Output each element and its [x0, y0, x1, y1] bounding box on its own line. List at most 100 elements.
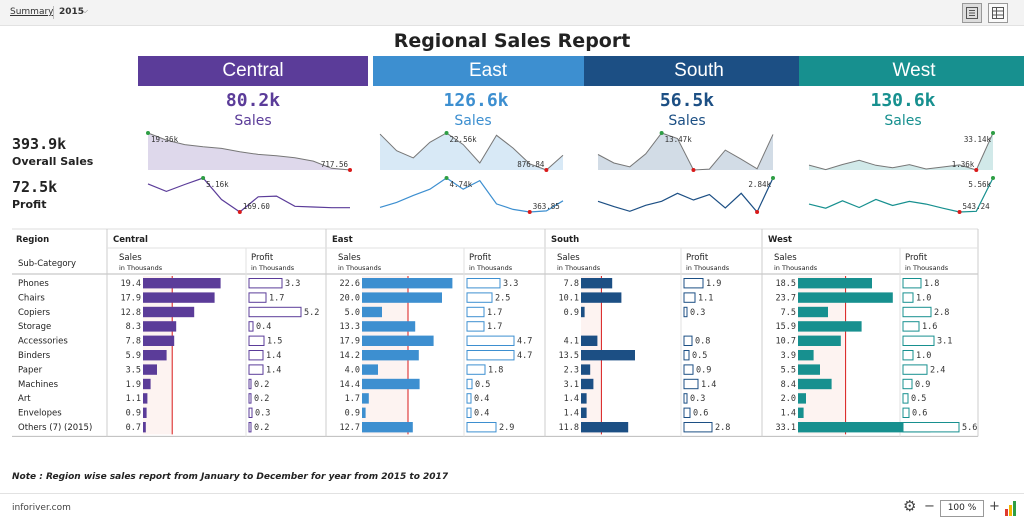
profit-bar [248, 292, 267, 303]
sales-bar [798, 407, 804, 418]
profit-value: 0.4 [474, 394, 489, 404]
sales-bar [143, 407, 147, 418]
sales-unit: in Thousands [338, 264, 382, 272]
sales-header: Sales [338, 253, 361, 263]
profit-bar [466, 364, 486, 375]
south-sales-total: 56.5k [659, 90, 715, 111]
profit-bar [248, 335, 265, 346]
zoom-out-button[interactable]: − [924, 499, 935, 514]
profit-value: 0.8 [695, 337, 710, 347]
table-region-east: East [332, 235, 353, 245]
sales-spark-east-area [380, 133, 563, 170]
sales-bar [362, 422, 413, 433]
zoom-in-button[interactable]: + [989, 499, 1000, 514]
sales-bar [143, 350, 167, 361]
document-icon [966, 7, 978, 19]
table-view-button[interactable] [988, 3, 1008, 23]
summary-link[interactable]: Summary [10, 7, 54, 17]
profit-value: 1.7 [269, 293, 284, 303]
central-sales-total: 80.2k [225, 90, 281, 111]
south-sales-label: Sales [668, 113, 706, 129]
sales-value: 13.5 [559, 351, 579, 361]
sales-bar [798, 350, 814, 361]
table-region-south: South [551, 235, 579, 245]
subcategory-label: Art [18, 394, 31, 404]
west-sales-label: Sales [884, 113, 922, 129]
sales-bar [143, 422, 146, 433]
sales-value: 13.3 [340, 322, 360, 332]
profit-bar [466, 407, 472, 419]
profit-spark-central-min-label: 169.60 [243, 202, 271, 211]
profit-value: 1.8 [924, 279, 939, 289]
sales-value: 7.8 [564, 279, 579, 289]
profit-bar [248, 378, 252, 390]
sales-bar [362, 278, 453, 289]
bar-chart-icon[interactable] [1005, 500, 1019, 516]
chevron-down-icon[interactable]: ⌵ [82, 6, 89, 15]
year-selector[interactable]: 2015 [59, 7, 85, 17]
profit-bar [902, 378, 913, 390]
overall-sales-label: Overall Sales [12, 155, 94, 168]
brand-text: inforiver.com [12, 503, 71, 513]
sales-bar [798, 278, 872, 289]
region-header-west: West [799, 56, 1024, 86]
profit-value: 4.7 [517, 337, 532, 347]
profit-bar [683, 350, 690, 361]
profit-spark-west-max-label: 5.56k [968, 180, 991, 189]
profit-value: 3.3 [285, 279, 300, 289]
subcategory-label: Machines [18, 380, 59, 390]
profit-bar [902, 393, 909, 404]
subcategory-column-header: Sub-Category [18, 259, 76, 269]
profit-value: 2.8 [934, 308, 949, 318]
page-view-button[interactable] [962, 3, 982, 23]
sales-spark-west-min-point [974, 168, 979, 172]
subcategory-label: Copiers [18, 308, 51, 318]
profit-unit: in Thousands [469, 264, 513, 272]
footer-bar: inforiver.com ⚙ − 100 % + [0, 493, 1024, 524]
profit-value: 1.6 [922, 322, 937, 332]
profit-bar [248, 393, 252, 404]
west-sales-total: 130.6k [870, 90, 936, 111]
sales-spark-east-min-label: 876.84 [517, 160, 545, 169]
sales-bar [362, 335, 434, 346]
toolbar-divider [53, 6, 54, 19]
subcategory-label: Envelopes [18, 409, 62, 419]
profit-value: 1.7 [487, 308, 502, 318]
profit-bar [902, 335, 935, 346]
sales-bar [581, 364, 591, 375]
sales-spark-central-max-point [146, 131, 150, 135]
profit-value: 0.5 [911, 394, 926, 404]
sales-bar [143, 378, 151, 390]
sales-value: 20.0 [340, 293, 360, 303]
profit-spark-south-max-label: 2.84k [748, 180, 771, 189]
profit-header: Profit [469, 253, 492, 263]
profit-spark-west-min-point [957, 210, 962, 214]
sales-value: 33.1 [776, 423, 796, 433]
sales-bar [581, 335, 598, 346]
sales-value: 3.1 [564, 380, 579, 390]
sales-bar [581, 422, 629, 433]
sales-value: 0.7 [126, 423, 141, 433]
top-toolbar: Summary 2015 ⌵ [0, 0, 1024, 26]
profit-bar [902, 306, 932, 318]
profit-value: 0.9 [696, 365, 711, 375]
zoom-level[interactable]: 100 % [940, 500, 984, 517]
subcategory-label: Binders [18, 351, 51, 361]
sales-bar [143, 364, 157, 375]
sales-spark-east-max-label: 22.56k [450, 135, 478, 144]
profit-bar [466, 378, 473, 390]
sales-header: Sales [557, 253, 580, 263]
sales-bar [362, 364, 378, 375]
sales-value: 12.8 [121, 308, 141, 318]
sales-value: 22.6 [340, 279, 360, 289]
central-sales-label: Sales [234, 113, 272, 129]
sales-value: 5.0 [345, 308, 360, 318]
sales-value: 18.5 [776, 279, 796, 289]
settings-gear-icon[interactable]: ⚙ [903, 497, 917, 515]
subcategory-label: Paper [18, 365, 43, 375]
sales-value: 5.5 [781, 365, 796, 375]
sales-value: 7.8 [126, 337, 141, 347]
sales-bar [798, 306, 828, 318]
sales-value: 14.2 [340, 351, 360, 361]
